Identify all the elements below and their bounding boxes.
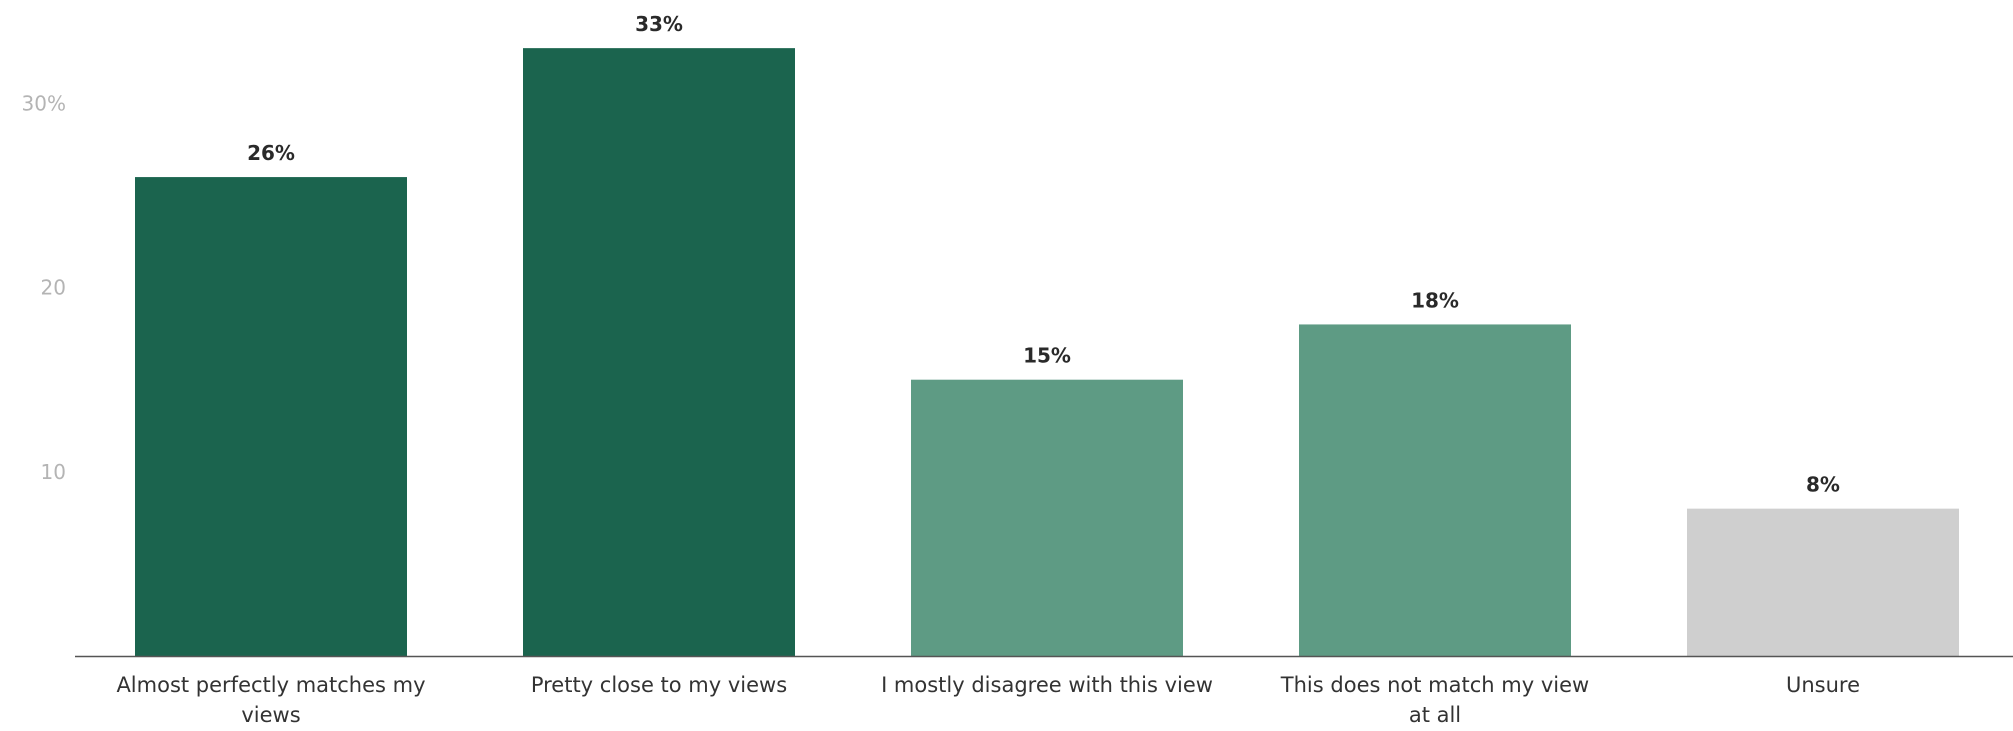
bar-value-label: 33%	[635, 12, 683, 36]
y-tick-label: 30%	[22, 91, 66, 115]
category-label: I mostly disagree with this view	[881, 673, 1213, 697]
data-labels: 26% 33% 15% 18% 8%	[247, 12, 1840, 497]
x-axis-labels: Almost perfectly matches my views Pretty c…	[116, 673, 1860, 727]
bar-value-label: 26%	[247, 141, 295, 165]
y-axis-ticks: 10 20 30%	[22, 91, 66, 483]
category-label: This does not match my view	[1280, 673, 1589, 697]
y-tick-label: 20	[41, 276, 66, 300]
bar-value-label: 18%	[1411, 288, 1459, 312]
y-tick-label: 10	[41, 460, 66, 484]
bar-value-label: 15%	[1023, 344, 1071, 368]
category-label: views	[241, 703, 300, 727]
category-label: Pretty close to my views	[531, 673, 787, 697]
category-label: Unsure	[1786, 673, 1860, 697]
bar-value-label: 8%	[1806, 473, 1840, 497]
category-label: at all	[1409, 703, 1461, 727]
bar	[911, 379, 1183, 656]
bar	[1687, 508, 1959, 656]
bar	[135, 177, 407, 656]
bar	[1299, 324, 1571, 656]
bar	[523, 48, 795, 656]
category-label: Almost perfectly matches my	[116, 673, 425, 697]
bars	[135, 48, 1959, 656]
